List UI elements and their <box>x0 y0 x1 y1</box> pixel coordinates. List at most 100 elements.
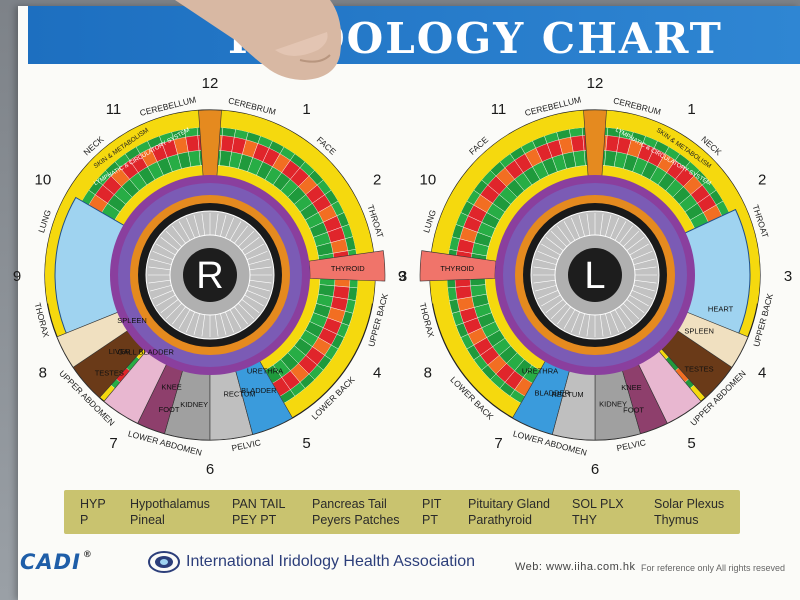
clock-number: 12 <box>202 75 219 92</box>
gastric-tick <box>246 290 268 300</box>
legend-full-name: Pituitary Gland <box>468 497 550 511</box>
gastric-tick <box>599 213 604 236</box>
organ-label: KNEE <box>621 383 641 392</box>
gastric-tick <box>614 309 627 329</box>
gastric-tick <box>214 314 219 337</box>
gastric-tick <box>150 285 172 292</box>
legend-full-name: Parathyroid <box>468 513 532 527</box>
pupil <box>568 248 622 302</box>
gastric-tick <box>249 279 272 284</box>
organ-label: FOOT <box>623 406 644 415</box>
organ-label: THYROID <box>440 264 474 273</box>
clock-number: 4 <box>758 365 766 382</box>
clock-number: 4 <box>373 365 381 382</box>
gastric-tick <box>152 290 174 300</box>
association-name: International Iridology Health Associati… <box>186 553 476 570</box>
gastric-tick <box>634 279 657 284</box>
gastric-tick <box>214 213 219 236</box>
gastric-tick <box>225 217 235 239</box>
gastric-tick <box>563 309 576 329</box>
gastric-tick <box>172 225 186 244</box>
gastric-tick <box>563 221 576 241</box>
gastric-tick <box>150 258 172 265</box>
clock-number: 11 <box>491 101 507 118</box>
legend-abbr: P <box>80 513 89 527</box>
gastric-tick <box>234 225 248 244</box>
organ-label: TESTES <box>684 365 713 374</box>
legend-full-name: Hypothalamus <box>130 497 210 511</box>
clock-number: 1 <box>687 101 695 118</box>
gastric-tick <box>545 237 564 251</box>
organ-label: KIDNEY <box>180 400 208 409</box>
gastric-tick <box>619 306 633 325</box>
gastric-tick <box>541 243 561 256</box>
clock-number: 9 <box>13 268 21 285</box>
organ-label: GALL BLADDER <box>118 348 175 357</box>
organ-label: BLADDER <box>535 388 571 397</box>
red-segment <box>185 135 200 153</box>
gastric-tick <box>201 314 206 337</box>
organ-label: RECTUM <box>223 389 255 398</box>
gastric-tick <box>586 213 591 236</box>
gastric-tick <box>234 306 248 325</box>
clock-number: 5 <box>687 435 695 452</box>
red-segment <box>455 285 473 300</box>
organ-label: KIDNEY <box>599 400 627 409</box>
gastric-tick <box>248 258 270 265</box>
organ-label: BLADDER <box>241 386 277 395</box>
gastric-tick <box>244 243 264 256</box>
gastric-tick <box>557 306 571 325</box>
gastric-tick <box>152 250 174 260</box>
gastric-tick <box>537 290 559 300</box>
clock-number: 7 <box>494 435 502 452</box>
organ-label: KNEE <box>161 383 181 392</box>
gastric-tick <box>148 266 171 271</box>
gastric-tick <box>631 250 653 260</box>
gastric-tick <box>619 225 633 244</box>
organ-label: URETHRA <box>247 366 283 375</box>
gastric-tick <box>156 294 176 307</box>
gastric-tick <box>248 285 270 292</box>
gastric-tick <box>172 306 186 325</box>
organ-label: SPLEEN <box>117 316 147 325</box>
legend-abbr: PT <box>422 513 438 527</box>
gastric-tick <box>535 285 557 292</box>
gastric-tick <box>185 217 195 239</box>
gastric-tick <box>557 225 571 244</box>
gastric-tick <box>225 311 235 333</box>
gastric-tick <box>160 237 179 251</box>
gastric-tick <box>610 217 620 239</box>
gastric-tick <box>633 258 655 265</box>
gastric-tick <box>533 266 556 271</box>
pupil <box>183 248 237 302</box>
legend-abbr: HYP <box>80 497 106 511</box>
gastric-tick <box>550 230 567 247</box>
clock-number: 2 <box>758 172 766 189</box>
gastric-tick <box>533 279 556 284</box>
gastric-tick <box>623 230 640 247</box>
organ-label: LIVER <box>109 347 131 356</box>
legend-abbr: THY <box>572 513 597 527</box>
gastric-tick <box>246 250 268 260</box>
association-emblem-icon <box>148 551 180 573</box>
clock-number: 1 <box>302 101 310 118</box>
gastric-tick <box>570 217 580 239</box>
clock-number: 6 <box>591 461 599 478</box>
red-segment <box>570 135 585 153</box>
clock-number: 3 <box>399 268 407 285</box>
gastric-tick <box>185 311 195 333</box>
iris-letter: R <box>196 255 223 297</box>
legend-full-name: Thymus <box>654 513 699 527</box>
gastric-tick <box>633 285 655 292</box>
gastric-tick <box>578 215 585 237</box>
gastric-tick <box>220 313 227 335</box>
header-band: IRIDOLOGY CHART <box>28 6 800 64</box>
legend-abbr: PEY PT <box>232 513 277 527</box>
organ-label: FOOT <box>159 405 180 414</box>
gastric-tick <box>631 290 653 300</box>
gastric-tick <box>610 311 620 333</box>
legend-abbr: PIT <box>422 497 442 511</box>
gastric-tick <box>537 250 559 260</box>
